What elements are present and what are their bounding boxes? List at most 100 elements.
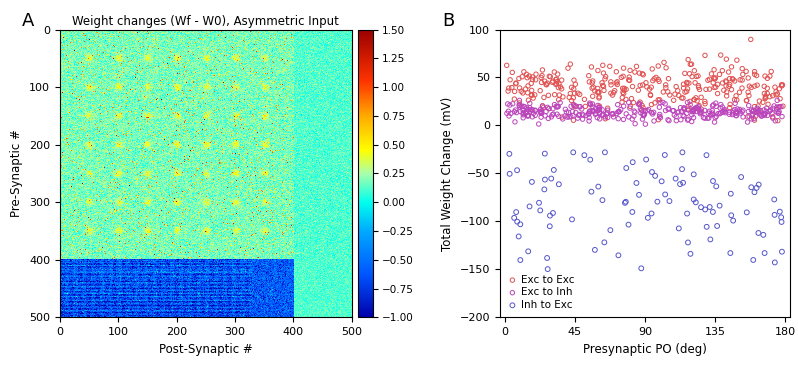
Exc to Inh bbox=[504, 110, 517, 116]
Exc to Inh bbox=[657, 99, 670, 105]
Exc to Inh bbox=[729, 113, 742, 118]
Exc to Exc bbox=[645, 84, 658, 90]
Exc to Inh bbox=[733, 108, 746, 114]
Exc to Inh bbox=[674, 105, 687, 111]
Exc to Inh bbox=[632, 101, 645, 107]
Exc to Inh bbox=[513, 97, 526, 103]
Exc to Exc bbox=[724, 101, 737, 107]
Exc to Inh bbox=[723, 111, 736, 117]
Exc to Exc bbox=[766, 114, 779, 120]
Exc to Exc bbox=[709, 84, 722, 90]
Exc to Inh bbox=[600, 111, 613, 117]
Inh to Exc bbox=[620, 165, 633, 171]
Exc to Inh bbox=[513, 102, 526, 108]
Exc to Exc bbox=[625, 96, 638, 101]
Exc to Inh bbox=[556, 116, 569, 122]
Exc to Exc bbox=[565, 85, 578, 90]
Exc to Inh bbox=[705, 112, 718, 118]
Exc to Exc bbox=[516, 74, 528, 80]
Exc to Exc bbox=[648, 76, 661, 82]
Exc to Inh bbox=[681, 117, 694, 123]
Exc to Exc bbox=[552, 81, 565, 87]
Exc to Exc bbox=[657, 89, 670, 95]
Exc to Inh bbox=[730, 110, 743, 116]
Exc to Exc bbox=[508, 96, 521, 102]
Exc to Exc bbox=[525, 80, 538, 86]
Exc to Exc bbox=[618, 87, 630, 93]
Inh to Exc bbox=[687, 197, 700, 203]
Exc to Exc bbox=[736, 77, 749, 83]
Exc to Exc bbox=[740, 69, 753, 75]
Inh to Exc bbox=[663, 198, 676, 204]
Exc to Inh bbox=[746, 113, 759, 118]
Exc to Inh bbox=[746, 111, 759, 117]
Exc to Inh bbox=[526, 114, 539, 120]
Exc to Inh bbox=[613, 109, 626, 115]
Inh to Exc bbox=[511, 167, 523, 173]
Exc to Exc bbox=[525, 87, 538, 93]
Exc to Exc bbox=[633, 70, 646, 76]
Exc to Exc bbox=[730, 57, 743, 63]
Exc to Exc bbox=[634, 83, 646, 89]
Exc to Inh bbox=[687, 115, 700, 121]
Exc to Exc bbox=[605, 82, 618, 88]
Exc to Exc bbox=[542, 92, 555, 98]
Exc to Inh bbox=[516, 103, 529, 109]
Exc to Exc bbox=[610, 69, 622, 75]
Exc to Exc bbox=[548, 92, 561, 98]
Exc to Inh bbox=[717, 109, 729, 115]
Inh to Exc bbox=[547, 210, 559, 216]
Exc to Inh bbox=[551, 111, 563, 117]
Exc to Exc bbox=[598, 87, 610, 93]
Exc to Inh bbox=[709, 103, 722, 109]
Exc to Inh bbox=[654, 113, 666, 119]
Exc to Inh bbox=[692, 106, 705, 112]
Exc to Inh bbox=[527, 107, 539, 113]
Exc to Exc bbox=[743, 93, 756, 99]
Exc to Exc bbox=[649, 100, 662, 106]
Exc to Inh bbox=[758, 111, 771, 117]
Exc to Inh bbox=[727, 108, 740, 114]
Exc to Inh bbox=[622, 100, 635, 106]
Exc to Inh bbox=[745, 116, 758, 122]
Exc to Inh bbox=[591, 103, 604, 108]
Exc to Inh bbox=[667, 108, 680, 114]
Exc to Exc bbox=[526, 76, 539, 82]
Inh to Exc bbox=[655, 178, 668, 184]
Exc to Exc bbox=[567, 77, 580, 83]
Exc to Exc bbox=[636, 103, 649, 108]
Exc to Inh bbox=[636, 116, 649, 122]
Exc to Exc bbox=[776, 82, 788, 88]
Exc to Exc bbox=[593, 95, 606, 101]
Exc to Exc bbox=[596, 83, 609, 89]
Inh to Exc bbox=[706, 178, 719, 184]
Exc to Exc bbox=[543, 106, 555, 112]
Exc to Inh bbox=[633, 101, 646, 107]
Exc to Exc bbox=[585, 64, 598, 70]
Exc to Exc bbox=[522, 83, 535, 89]
Exc to Exc bbox=[705, 71, 718, 77]
Inh to Exc bbox=[701, 224, 713, 230]
Inh to Exc bbox=[758, 250, 771, 256]
Exc to Inh bbox=[612, 109, 625, 115]
Exc to Inh bbox=[672, 109, 685, 115]
Exc to Exc bbox=[762, 101, 775, 107]
Exc to Exc bbox=[659, 82, 672, 88]
Exc to Inh bbox=[758, 107, 771, 113]
Exc to Inh bbox=[566, 108, 579, 114]
Inh to Exc bbox=[645, 210, 658, 216]
Exc to Inh bbox=[534, 106, 547, 112]
Exc to Inh bbox=[520, 108, 533, 114]
Exc to Inh bbox=[706, 103, 719, 109]
Exc to Inh bbox=[539, 113, 551, 119]
Exc to Exc bbox=[541, 80, 554, 86]
Exc to Exc bbox=[683, 71, 696, 77]
Inh to Exc bbox=[745, 184, 757, 190]
Inh to Exc bbox=[689, 199, 702, 205]
Exc to Exc bbox=[726, 76, 739, 82]
Inh to Exc bbox=[681, 239, 694, 245]
Exc to Inh bbox=[747, 108, 760, 114]
Exc to Exc bbox=[662, 89, 674, 95]
Exc to Inh bbox=[521, 113, 534, 119]
Exc to Exc bbox=[528, 92, 541, 98]
